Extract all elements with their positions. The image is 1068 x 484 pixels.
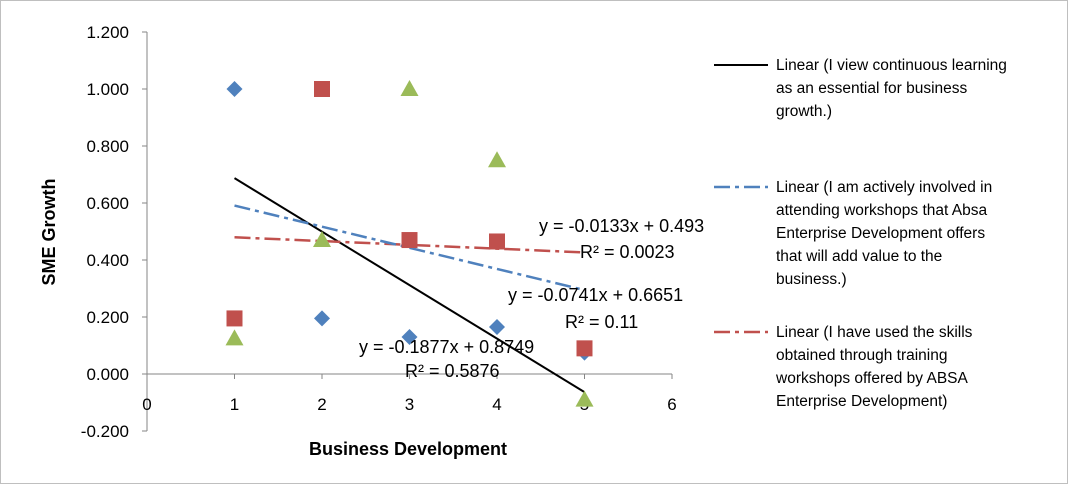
- trendline-equation-1: y = -0.1877x + 0.8749: [359, 337, 534, 357]
- x-tick-label: 0: [142, 395, 151, 414]
- square-marker: [314, 81, 330, 97]
- trendline-2: [234, 236, 585, 254]
- legend-label-2: Enterprise Development offers: [776, 225, 985, 242]
- legend-label-3: Enterprise Development): [776, 393, 947, 410]
- x-tick-label: 3: [405, 395, 414, 414]
- triangle-marker: [575, 390, 594, 407]
- diamond-marker: [226, 81, 243, 97]
- legend-label-3: workshops offered by ABSA: [775, 370, 969, 387]
- legend-label-1: as an essential for business: [776, 80, 968, 97]
- legend-label-1: Linear (I view continuous learning: [776, 57, 1007, 74]
- y-tick-label: 0.600: [86, 194, 129, 213]
- diamond-marker: [401, 328, 418, 345]
- y-axis-title: SME Growth: [39, 179, 59, 286]
- legend-label-3: Linear (I have used the skills: [776, 324, 973, 341]
- legend-label-2: Linear (I am actively involved in: [776, 179, 992, 196]
- legend-label-2: attending workshops that Absa: [776, 202, 987, 219]
- y-tick-label: -0.200: [81, 422, 129, 441]
- legend-label-2: business.): [776, 271, 847, 288]
- legend-label-3: obtained through training: [776, 347, 948, 364]
- y-tick-label: 0.800: [86, 137, 129, 156]
- y-tick-label: 0.000: [86, 365, 129, 384]
- y-tick-label: 1.200: [86, 23, 129, 42]
- trendline-equation-2: y = -0.0133x + 0.493: [539, 216, 704, 236]
- triangle-marker: [400, 80, 419, 96]
- triangle-marker: [488, 151, 506, 168]
- square-marker: [576, 340, 593, 357]
- y-tick-label: 0.400: [86, 251, 129, 270]
- trendline-equation-3: y = -0.0741x + 0.6651: [508, 285, 683, 305]
- triangle-marker: [313, 231, 331, 248]
- square-marker: [226, 310, 243, 327]
- legend-label-1: growth.): [776, 103, 832, 120]
- square-marker: [401, 232, 418, 249]
- diamond-marker: [489, 318, 505, 335]
- trendline-r2-1: R² = 0.5876: [405, 361, 500, 381]
- trendline-r2-3: R² = 0.11: [565, 312, 638, 332]
- x-tick-label: 6: [667, 395, 676, 414]
- square-marker: [489, 233, 505, 250]
- x-axis-title: Business Development: [309, 439, 507, 459]
- triangle-marker: [225, 329, 244, 346]
- trendline-1: [233, 177, 586, 393]
- x-tick-label: 2: [317, 395, 326, 414]
- y-tick-label: 1.000: [86, 80, 129, 99]
- legend-label-2: that will add value to the: [776, 248, 942, 265]
- diamond-marker: [314, 310, 330, 327]
- trendline-r2-2: R² = 0.0023: [580, 242, 675, 262]
- y-tick-label: 0.200: [86, 308, 129, 327]
- x-tick-label: 4: [492, 395, 501, 414]
- x-tick-label: 1: [230, 395, 239, 414]
